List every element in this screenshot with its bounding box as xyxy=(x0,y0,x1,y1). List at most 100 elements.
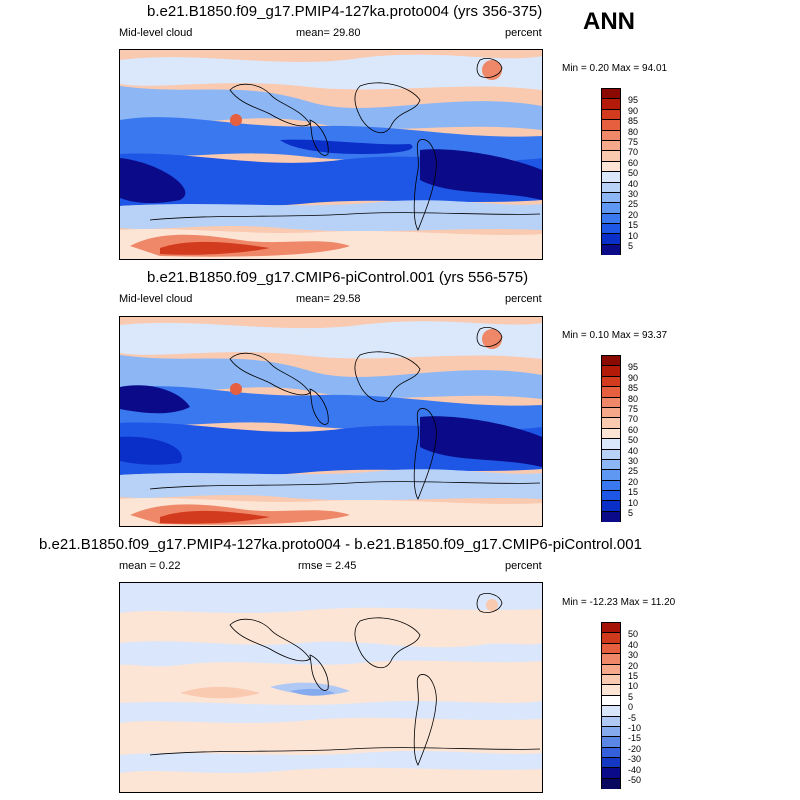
panel-1-colorbar xyxy=(601,88,621,256)
colorbar-swatch xyxy=(602,407,620,419)
panel-2-units-label: percent xyxy=(505,293,542,305)
season-label: ANN xyxy=(583,8,635,35)
panel-2-cbar-label: 5 xyxy=(628,508,634,518)
colorbar-swatch xyxy=(602,213,620,225)
panel-1-cbar-label: 80 xyxy=(628,127,639,137)
panel-3-map xyxy=(119,582,543,793)
colorbar-swatch xyxy=(602,470,620,481)
panel-2-colorbar xyxy=(601,355,621,523)
panel-3-cbar-label: 5 xyxy=(628,692,634,702)
panel-3-title: b.e21.B1850.f09_g17.PMIP4-127ka.proto004… xyxy=(39,536,642,553)
colorbar-swatch xyxy=(602,716,620,727)
panel-3-cbar-label: 40 xyxy=(628,640,639,650)
colorbar-swatch xyxy=(602,480,620,492)
panel-1-cbar-label: 85 xyxy=(628,116,639,126)
colorbar-swatch xyxy=(602,109,620,121)
panel-1-cbar-label: 90 xyxy=(628,106,639,116)
panel-1-cbar-label: 75 xyxy=(628,137,639,147)
panel-1-cbar-label: 70 xyxy=(628,147,639,157)
colorbar-swatch xyxy=(602,89,620,100)
panel-3-cbar-label: -10 xyxy=(628,723,642,733)
panel-3-cbar-label: 0 xyxy=(628,702,634,712)
panel-1-cbar-label: 15 xyxy=(628,220,639,230)
colorbar-swatch xyxy=(602,726,620,738)
colorbar-swatch xyxy=(602,695,620,707)
panel-2-cbar-label: 85 xyxy=(628,383,639,393)
colorbar-swatch xyxy=(602,418,620,429)
panel-2-cbar-label: 25 xyxy=(628,466,639,476)
colorbar-swatch xyxy=(602,747,620,759)
panel-3-cbar-label: -20 xyxy=(628,744,642,754)
panel-3-cbar-label: -5 xyxy=(628,713,637,723)
colorbar-swatch xyxy=(602,449,620,460)
panel-1-cbar-label: 40 xyxy=(628,179,639,189)
panel-2-map xyxy=(119,316,543,527)
panel-2-cbar-label: 40 xyxy=(628,446,639,456)
panel-1-variable-label: Mid-level cloud xyxy=(119,27,193,39)
colorbar-swatch xyxy=(602,140,620,152)
panel-1-cbar-label: 50 xyxy=(628,168,639,178)
colorbar-swatch xyxy=(602,172,620,183)
panel-2-cbar-label: 75 xyxy=(628,404,639,414)
colorbar-swatch xyxy=(602,501,620,512)
panel-3-cbar-label: -40 xyxy=(628,765,642,775)
colorbar-swatch xyxy=(602,459,620,471)
panel-2-cbar-label: 10 xyxy=(628,498,639,508)
colorbar-swatch xyxy=(602,387,620,398)
panel-3-cbar-label: 20 xyxy=(628,661,639,671)
colorbar-swatch xyxy=(602,511,620,523)
colorbar-swatch xyxy=(602,491,620,502)
panel-2-cbar-label: 95 xyxy=(628,362,639,372)
panel-2-cbar-label: 50 xyxy=(628,435,639,445)
colorbar-swatch xyxy=(602,234,620,245)
colorbar-swatch xyxy=(602,778,620,790)
panel-2-cbar-label: 15 xyxy=(628,487,639,497)
colorbar-swatch xyxy=(602,99,620,110)
panel-1-minmax: Min = 0.20 Max = 94.01 xyxy=(562,63,668,74)
colorbar-swatch xyxy=(602,439,620,450)
colorbar-swatch xyxy=(602,161,620,173)
panel-3-colorbar xyxy=(601,622,621,790)
colorbar-swatch xyxy=(602,758,620,769)
colorbar-swatch xyxy=(602,685,620,696)
colorbar-swatch xyxy=(602,366,620,377)
colorbar-swatch xyxy=(602,706,620,717)
panel-2-title: b.e21.B1850.f09_g17.CMIP6-piControl.001 … xyxy=(147,269,529,286)
panel-3-cbar-label: 10 xyxy=(628,681,639,691)
colorbar-swatch xyxy=(602,376,620,388)
panel-3-rmse-label: rmse = 2.45 xyxy=(298,560,357,572)
panel-2-cbar-label: 20 xyxy=(628,477,639,487)
panel-2-cbar-label: 60 xyxy=(628,425,639,435)
colorbar-swatch xyxy=(602,356,620,367)
colorbar-swatch xyxy=(602,203,620,214)
colorbar-swatch xyxy=(602,664,620,675)
colorbar-swatch xyxy=(602,737,620,748)
colorbar-swatch xyxy=(602,192,620,204)
panel-3-cbar-label: -50 xyxy=(628,775,642,785)
panel-3-cbar-label: 30 xyxy=(628,650,639,660)
colorbar-swatch xyxy=(602,428,620,440)
panel-2-cbar-label: 30 xyxy=(628,456,639,466)
panel-2-minmax: Min = 0.10 Max = 93.37 xyxy=(562,330,668,341)
panel-1-map xyxy=(119,49,543,260)
panel-1-title: b.e21.B1850.f09_g17.PMIP4-127ka.proto004… xyxy=(147,3,543,20)
panel-2-variable-label: Mid-level cloud xyxy=(119,293,193,305)
colorbar-swatch xyxy=(602,182,620,193)
colorbar-swatch xyxy=(602,654,620,665)
panel-1-cbar-label: 5 xyxy=(628,241,634,251)
panel-3-cbar-label: -30 xyxy=(628,754,642,764)
colorbar-swatch xyxy=(602,643,620,655)
panel-3-cbar-label: 15 xyxy=(628,671,639,681)
colorbar-swatch xyxy=(602,224,620,235)
colorbar-swatch xyxy=(602,120,620,131)
panel-3-units-label: percent xyxy=(505,560,542,572)
panel-3-cbar-label: -15 xyxy=(628,733,642,743)
panel-1-cbar-label: 60 xyxy=(628,158,639,168)
panel-1-cbar-label: 95 xyxy=(628,95,639,105)
panel-2-mean-label: mean= 29.58 xyxy=(296,293,361,305)
colorbar-swatch xyxy=(602,244,620,256)
colorbar-swatch xyxy=(602,633,620,644)
colorbar-swatch xyxy=(602,674,620,686)
colorbar-swatch xyxy=(602,623,620,634)
panel-1-cbar-label: 10 xyxy=(628,231,639,241)
